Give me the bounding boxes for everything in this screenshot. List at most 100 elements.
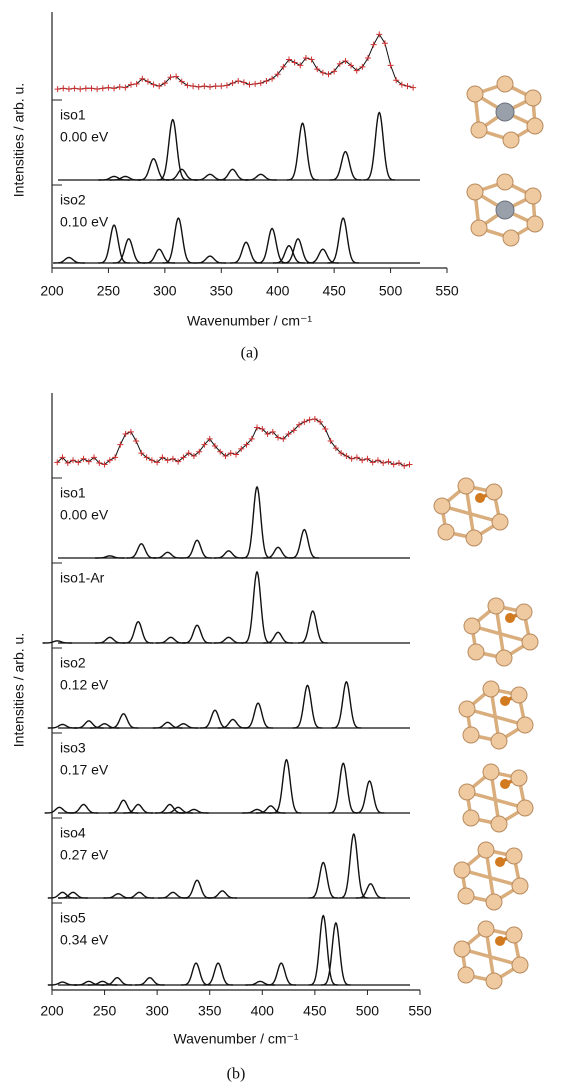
data-point — [364, 456, 370, 462]
x-tick-label: 350 — [198, 1003, 222, 1019]
x-tick-label: 200 — [40, 1003, 64, 1019]
data-point — [201, 83, 207, 89]
peak — [113, 239, 145, 263]
peak — [293, 685, 322, 728]
data-point — [81, 456, 87, 462]
x-tick-label: 300 — [153, 283, 177, 299]
x-tick-label: 400 — [266, 283, 290, 299]
data-point — [156, 83, 162, 89]
peak — [69, 804, 98, 813]
x-tick-label: 350 — [210, 283, 234, 299]
spectrum-energy: 0.27 eV — [60, 847, 109, 863]
peak — [329, 763, 358, 813]
data-point — [309, 56, 315, 62]
data-point — [385, 459, 391, 465]
peak — [182, 880, 211, 898]
peak — [214, 637, 243, 643]
spectrum-energy: 0.10 eV — [60, 214, 109, 230]
peak — [182, 625, 211, 643]
data-point — [230, 80, 236, 86]
data-point — [343, 453, 349, 459]
data-point — [326, 71, 332, 77]
data-point — [224, 82, 230, 88]
data-point — [218, 83, 224, 89]
peak — [272, 760, 301, 813]
x-tick-label: 200 — [40, 283, 64, 299]
data-point — [190, 83, 196, 89]
data-point — [375, 457, 381, 463]
data-point — [307, 417, 313, 423]
data-point — [128, 82, 134, 88]
data-point — [60, 85, 66, 91]
peak — [194, 256, 226, 263]
data-point — [235, 78, 241, 84]
spectrum-energy: 0.00 eV — [60, 507, 109, 523]
data-point — [370, 459, 376, 465]
data-point — [365, 55, 371, 61]
peak — [339, 834, 368, 898]
data-point — [359, 457, 365, 463]
data-point — [376, 31, 382, 37]
spectrum-energy: 0.17 eV — [60, 762, 109, 778]
peak — [125, 892, 154, 898]
x-tick-label: 250 — [97, 283, 121, 299]
data-point — [94, 86, 100, 92]
data-point — [396, 460, 402, 466]
data-point — [128, 429, 134, 435]
data-point — [391, 461, 397, 467]
data-point — [133, 438, 139, 444]
data-point — [292, 59, 298, 65]
x-axis-label: Wavenumber / cm⁻¹ — [187, 313, 312, 329]
spectrum-name: iso3 — [60, 740, 86, 756]
data-point — [111, 85, 117, 91]
peak — [256, 806, 285, 813]
data-point — [241, 79, 247, 85]
peak — [45, 807, 74, 813]
structure-image — [454, 921, 528, 989]
data-point — [312, 416, 318, 422]
peak — [153, 552, 182, 558]
data-point — [247, 82, 253, 88]
peak — [181, 963, 210, 985]
structure-image — [464, 598, 538, 666]
x-tick-label: 400 — [251, 1003, 275, 1019]
data-point — [382, 40, 388, 46]
x-tick-label: 550 — [435, 283, 459, 299]
data-point — [117, 84, 123, 90]
x-tick-label: 450 — [322, 283, 346, 299]
data-point — [314, 66, 320, 72]
peak — [332, 682, 361, 728]
data-point — [72, 85, 78, 91]
data-point — [184, 82, 190, 88]
data-point — [252, 81, 258, 87]
data-point — [151, 82, 157, 88]
data-point — [196, 84, 202, 90]
peak — [182, 540, 211, 558]
y-axis-label: Intensities / arb. u. — [11, 633, 27, 747]
data-point — [77, 86, 83, 92]
spectrum-name: iso1-Ar — [60, 570, 105, 586]
spectrum-energy: 0.00 eV — [60, 129, 109, 145]
data-point — [258, 80, 264, 86]
structure-image — [459, 764, 533, 832]
peak — [109, 800, 138, 813]
peak — [208, 891, 237, 898]
caption: (b) — [227, 1066, 246, 1083]
x-tick-label: 450 — [303, 1003, 327, 1019]
data-point — [410, 85, 416, 91]
peak — [282, 239, 314, 263]
data-point — [213, 83, 219, 89]
data-point — [170, 456, 176, 462]
structure-image — [454, 842, 528, 910]
data-point — [301, 419, 307, 425]
peak — [242, 487, 271, 558]
peak — [58, 892, 87, 898]
peak — [156, 637, 185, 643]
peak — [287, 123, 319, 180]
spectrum-name: iso1 — [60, 485, 86, 501]
peak — [355, 781, 384, 813]
peak — [242, 572, 271, 643]
spectrum-energy: 0.12 eV — [60, 677, 109, 693]
peak — [109, 714, 138, 728]
figure: 200250300350400450500550Wavenumber / cm⁻… — [0, 0, 565, 1091]
